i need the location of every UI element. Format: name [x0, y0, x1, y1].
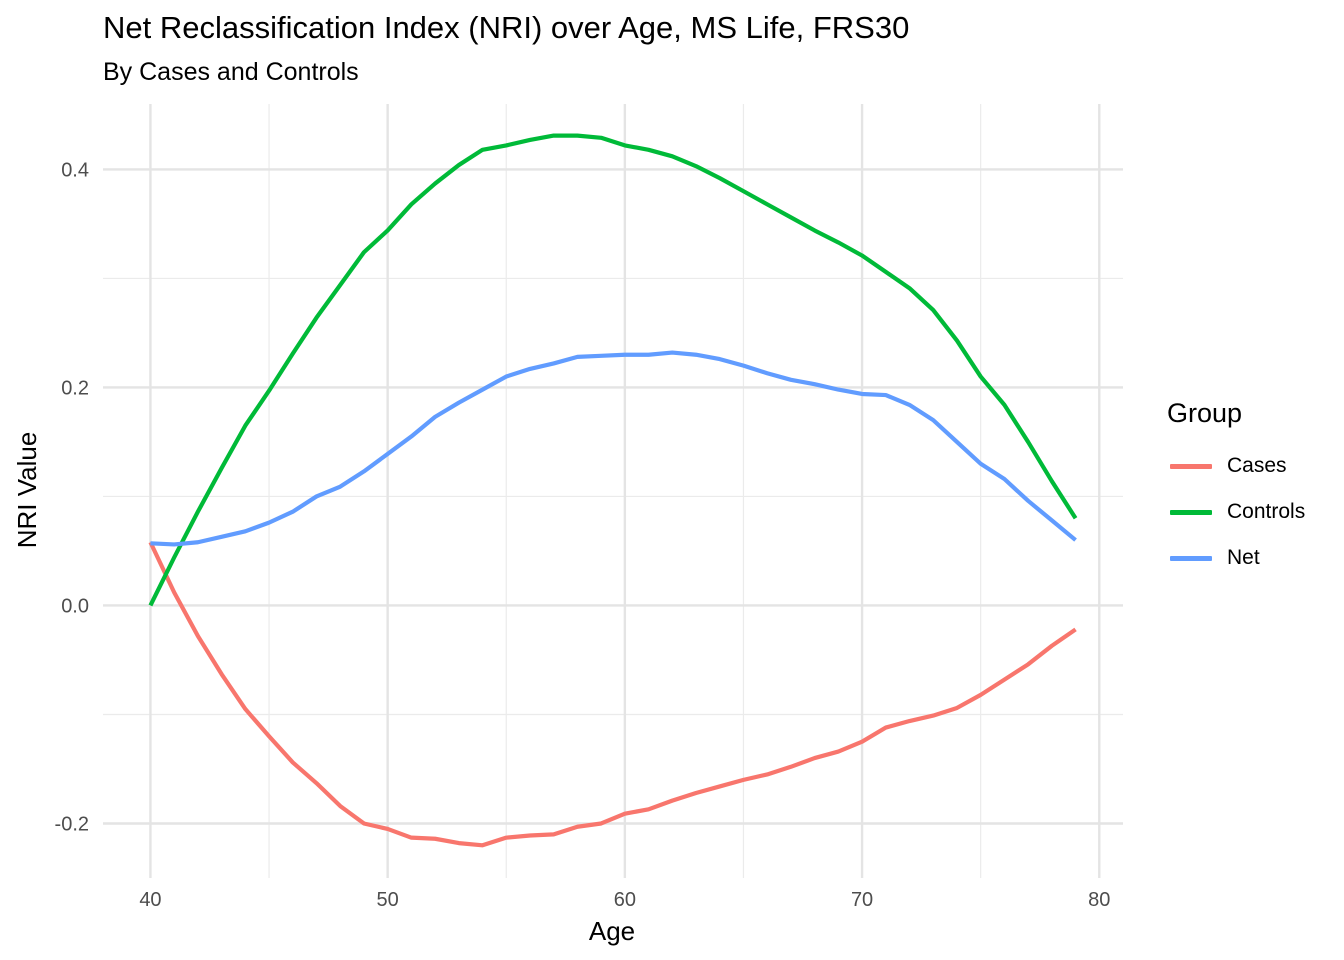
legend-label: Cases: [1227, 454, 1287, 477]
minor-gridlines: [103, 104, 1123, 878]
x-tick-label: 40: [139, 889, 161, 911]
chart-subtitle: By Cases and Controls: [103, 58, 359, 86]
y-axis-label: NRI Value: [12, 432, 42, 549]
x-tick-label: 50: [377, 889, 399, 911]
x-axis-tick-labels: 40 50 60 70 80: [139, 889, 1110, 911]
legend-swatch: [1170, 555, 1212, 561]
legend-title: Group: [1167, 398, 1243, 428]
series-line-controls: [148, 133, 1078, 607]
legend-item-cases: Cases: [1170, 451, 1287, 481]
y-tick-label: -0.2: [55, 813, 89, 835]
x-tick-label: 70: [851, 889, 873, 911]
y-axis-tick-labels: -0.2 0.0 0.2 0.4: [55, 159, 89, 835]
series-line-cases: [148, 541, 1077, 848]
legend-item-controls: Controls: [1170, 497, 1305, 527]
legend-label: Net: [1227, 546, 1260, 569]
legend-swatch: [1170, 509, 1212, 515]
legend-swatch: [1170, 463, 1212, 469]
x-tick-label: 80: [1088, 889, 1110, 911]
legend-item-net: Net: [1170, 543, 1260, 573]
y-tick-label: 0.0: [61, 595, 89, 617]
x-axis-label: Age: [589, 916, 635, 946]
series-lines: [148, 133, 1078, 848]
y-tick-label: 0.4: [61, 159, 89, 181]
x-tick-label: 60: [614, 889, 636, 911]
y-tick-label: 0.2: [61, 377, 89, 399]
series-line-net: [150, 350, 1077, 547]
legend-label: Controls: [1227, 500, 1306, 523]
chart-title: Net Reclassification Index (NRI) over Ag…: [103, 10, 910, 45]
major-gridlines: [103, 104, 1123, 878]
